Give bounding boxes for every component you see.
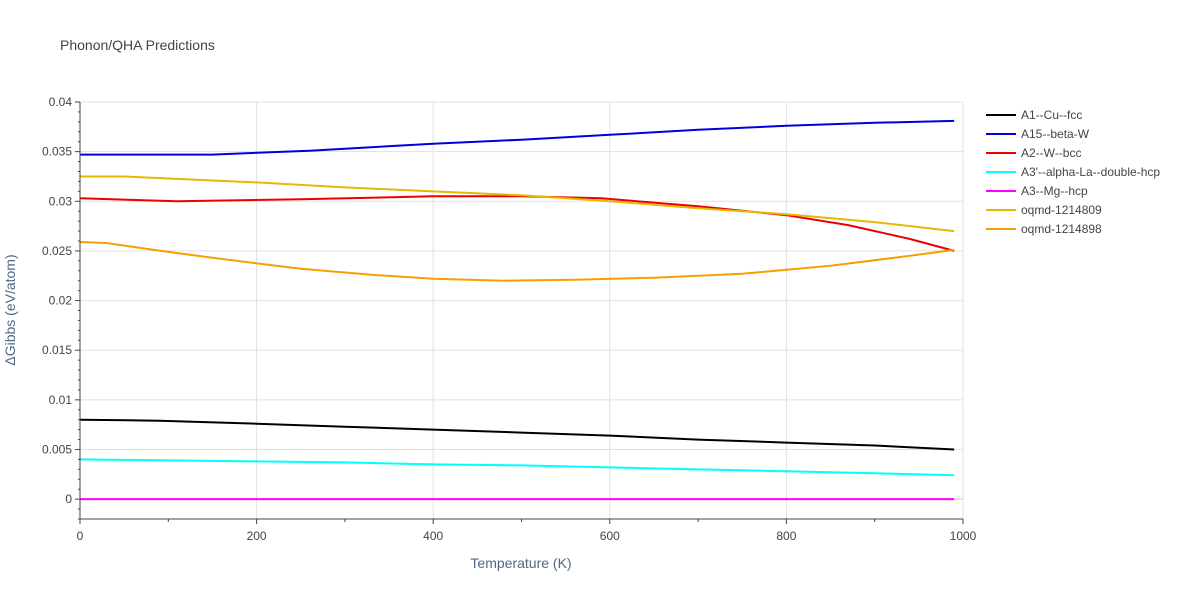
y-axis-title: ΔGibbs (eV/atom)	[2, 254, 18, 365]
x-tick-label: 1000	[950, 529, 977, 543]
x-tick-label: 400	[423, 529, 443, 543]
x-axis-title: Temperature (K)	[470, 555, 571, 571]
axes	[79, 102, 963, 520]
legend-label-a3-mg-hcp: A3--Mg--hcp	[1021, 184, 1088, 198]
x-tick-label: 200	[247, 529, 267, 543]
grid	[80, 101, 964, 519]
y-tick-label: 0.035	[42, 145, 72, 159]
series-line-a3-alpha-la-double-hcp	[79, 458, 955, 477]
series-line-a1-cu-fcc	[79, 418, 955, 451]
y-tick-label: 0.04	[49, 95, 73, 109]
y-tick-label: 0	[65, 492, 72, 506]
legend-label-a1-cu-fcc: A1--Cu--fcc	[1021, 108, 1082, 122]
x-tick-label: 800	[776, 529, 796, 543]
series-line-a2-w-bcc	[79, 195, 955, 252]
y-tick-label: 0.015	[42, 343, 72, 357]
series-line-oqmd-1214898	[79, 241, 955, 282]
y-tick-label: 0.03	[49, 194, 73, 208]
chart-title: Phonon/QHA Predictions	[60, 37, 215, 53]
legend-label-a3-alpha-la-double-hcp: A3'--alpha-La--double-hcp	[1021, 165, 1160, 179]
y-tick-label: 0.02	[49, 294, 73, 308]
y-tick-label: 0.025	[42, 244, 72, 258]
series-layer	[79, 119, 955, 501]
x-tick-label: 600	[600, 529, 620, 543]
y-tick-label: 0.01	[49, 393, 73, 407]
legend-label-a2-w-bcc: A2--W--bcc	[1021, 146, 1081, 160]
legend-label-a15-beta-w: A15--beta-W	[1021, 127, 1090, 141]
legend: A1--Cu--fcc A15--beta-W A2--W--bcc A3'--alp…	[986, 108, 1160, 236]
legend-label-oqmd-1214898: oqmd-1214898	[1021, 222, 1102, 236]
ticks: 0 0.005 0.01 0.015 0.02 0.025 0.03 0.035 0.04 0 20…	[42, 95, 977, 543]
series-line-oqmd-1214809	[80, 175, 955, 233]
legend-label-oqmd-1214809: oqmd-1214809	[1021, 203, 1102, 217]
series-line-a15-beta-w	[80, 119, 955, 156]
x-tick-label: 0	[77, 529, 84, 543]
y-tick-label: 0.005	[42, 443, 72, 457]
